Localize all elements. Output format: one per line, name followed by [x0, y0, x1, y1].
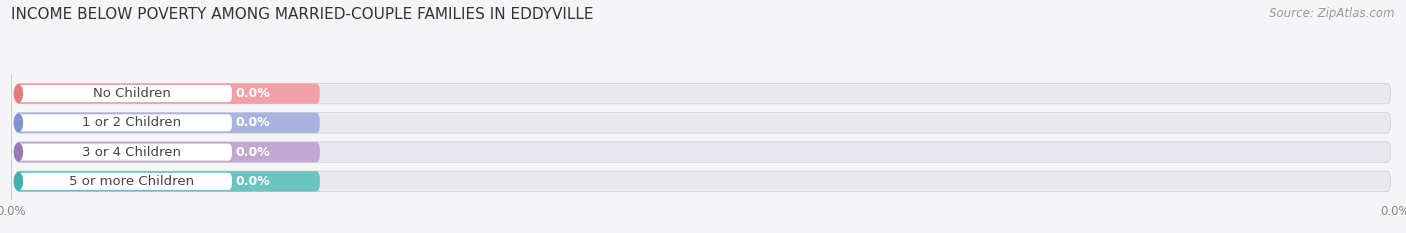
Text: 0.0%: 0.0% — [235, 146, 270, 159]
Text: 5 or more Children: 5 or more Children — [69, 175, 194, 188]
FancyBboxPatch shape — [15, 83, 1391, 104]
FancyBboxPatch shape — [15, 171, 319, 192]
FancyBboxPatch shape — [15, 83, 319, 104]
Circle shape — [14, 85, 22, 102]
FancyBboxPatch shape — [15, 171, 1391, 192]
FancyBboxPatch shape — [17, 85, 232, 102]
Text: 1 or 2 Children: 1 or 2 Children — [82, 116, 181, 129]
FancyBboxPatch shape — [17, 144, 232, 161]
Text: 3 or 4 Children: 3 or 4 Children — [82, 146, 181, 159]
FancyBboxPatch shape — [15, 142, 319, 162]
Text: INCOME BELOW POVERTY AMONG MARRIED-COUPLE FAMILIES IN EDDYVILLE: INCOME BELOW POVERTY AMONG MARRIED-COUPL… — [11, 7, 593, 22]
Circle shape — [14, 114, 22, 131]
Text: 0.0%: 0.0% — [235, 87, 270, 100]
Text: 0.0%: 0.0% — [235, 116, 270, 129]
FancyBboxPatch shape — [17, 114, 232, 131]
Circle shape — [14, 144, 22, 161]
Circle shape — [14, 173, 22, 190]
FancyBboxPatch shape — [17, 173, 232, 190]
FancyBboxPatch shape — [15, 113, 319, 133]
Text: 0.0%: 0.0% — [235, 175, 270, 188]
Text: Source: ZipAtlas.com: Source: ZipAtlas.com — [1270, 7, 1395, 20]
Text: No Children: No Children — [93, 87, 170, 100]
FancyBboxPatch shape — [15, 142, 1391, 162]
FancyBboxPatch shape — [15, 113, 1391, 133]
